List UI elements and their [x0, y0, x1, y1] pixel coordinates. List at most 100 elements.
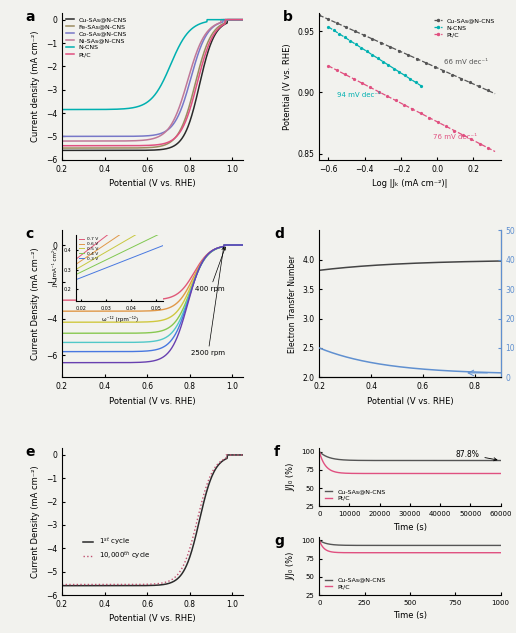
Cu-SAs@N-CNS — [492, 456, 498, 464]
Text: f: f — [274, 445, 280, 459]
Cu-SAs@N-CNS — [195, 86, 201, 94]
Pt/C — [474, 549, 480, 556]
10,000$^{th}$ cycle — [105, 580, 111, 588]
Pt/C — [141, 142, 147, 149]
Ni-SAs@N-CNS — [195, 44, 201, 51]
Line: Cu-SAs@N-CNS: Cu-SAs@N-CNS — [62, 20, 243, 151]
Cu-SAs@N-CNS — [337, 541, 343, 549]
Cu-SAs@N-CNS — [394, 542, 400, 549]
Y-axis label: Electron Transfer Number: Electron Transfer Number — [288, 255, 297, 353]
Cu-SAs@N-CNS — [224, 16, 231, 23]
N-CNS — [166, 65, 172, 73]
Y-axis label: Current Density (mA cm⁻²): Current Density (mA cm⁻²) — [31, 465, 40, 578]
Pt/C — [91, 142, 97, 149]
Co-SAs@N-CNS — [166, 125, 172, 133]
Cu-SAs@N-CNS — [105, 147, 111, 154]
Cu-SAs@N-CNS — [497, 542, 504, 549]
N-CNS — [91, 106, 97, 113]
Cu-SAs@N-CNS — [385, 542, 392, 549]
Pt/C — [195, 75, 201, 82]
Pt/C — [459, 470, 465, 477]
10,000$^{th}$ cycle — [59, 580, 65, 588]
X-axis label: Potential (V vs. RHE): Potential (V vs. RHE) — [366, 397, 453, 406]
Cu-SAs@N-CNS — [59, 147, 65, 154]
1$^{st}$ cycle — [91, 582, 97, 589]
Co-SAs@N-CNS — [180, 101, 186, 108]
Text: 87.8%: 87.8% — [456, 450, 497, 461]
Text: 76 mV dec⁻¹: 76 mV dec⁻¹ — [433, 134, 477, 140]
Cu-SAs@N-CNS — [141, 146, 147, 154]
10,000$^{th}$ cycle — [166, 577, 172, 585]
Text: e: e — [26, 445, 35, 459]
Co-SAs@N-CNS — [220, 16, 227, 23]
Line: N-CNS: N-CNS — [62, 20, 243, 110]
Line: Pt/C: Pt/C — [319, 541, 501, 553]
Line: Co-SAs@N-CNS: Co-SAs@N-CNS — [62, 20, 243, 136]
N-CNS — [195, 21, 201, 28]
Cu-SAs@N-CNS — [474, 542, 480, 549]
Ni-SAs@N-CNS — [59, 137, 65, 145]
Cu-SAs@N-CNS — [91, 147, 97, 154]
Text: b: b — [283, 9, 293, 23]
Cu-SAs@N-CNS — [459, 456, 465, 464]
10,000$^{th}$ cycle — [195, 511, 201, 519]
Cu-SAs@N-CNS — [166, 144, 172, 152]
Line: Pt/C: Pt/C — [319, 451, 501, 473]
10,000$^{th}$ cycle — [180, 563, 186, 570]
Line: 1$^{st}$ cycle: 1$^{st}$ cycle — [62, 455, 243, 586]
Ni-SAs@N-CNS — [240, 16, 246, 23]
Pt/C — [240, 16, 246, 23]
Pt/C — [348, 549, 354, 556]
Pt/C — [316, 448, 322, 455]
Pt/C — [337, 549, 343, 556]
Pt/C — [316, 537, 322, 544]
X-axis label: Potential (V vs. RHE): Potential (V vs. RHE) — [109, 397, 196, 406]
Fe-SAs@N-CNS — [195, 68, 201, 75]
Co-SAs@N-CNS — [141, 132, 147, 140]
Pt/C — [494, 549, 500, 556]
Ni-SAs@N-CNS — [218, 16, 224, 23]
N-CNS — [141, 101, 147, 108]
10,000$^{th}$ cycle — [91, 580, 97, 588]
1$^{st}$ cycle — [240, 451, 246, 459]
Pt/C — [166, 138, 172, 146]
Fe-SAs@N-CNS — [222, 16, 229, 23]
Cu-SAs@N-CNS — [326, 453, 332, 461]
Pt/C — [59, 142, 65, 149]
Y-axis label: Potential (V vs. RHE): Potential (V vs. RHE) — [283, 43, 292, 130]
Fe-SAs@N-CNS — [141, 144, 147, 151]
Text: 400 rpm: 400 rpm — [196, 247, 225, 292]
Pt/C — [492, 470, 498, 477]
Legend: 1$^{st}$ cycle, 10,000$^{th}$ cycle: 1$^{st}$ cycle, 10,000$^{th}$ cycle — [80, 532, 153, 564]
X-axis label: Potential (V vs. RHE): Potential (V vs. RHE) — [109, 179, 196, 188]
Cu-SAs@N-CNS — [492, 456, 498, 464]
Fe-SAs@N-CNS — [180, 121, 186, 128]
Ni-SAs@N-CNS — [141, 136, 147, 144]
Fe-SAs@N-CNS — [59, 144, 65, 152]
Y-axis label: J/J₀ (%): J/J₀ (%) — [286, 463, 295, 491]
Legend: Cu-SAs@N-CNS, Pt/C: Cu-SAs@N-CNS, Pt/C — [322, 575, 388, 592]
Fe-SAs@N-CNS — [105, 144, 111, 152]
Fe-SAs@N-CNS — [91, 144, 97, 152]
Line: Ni-SAs@N-CNS: Ni-SAs@N-CNS — [62, 20, 243, 141]
Cu-SAs@N-CNS — [405, 456, 411, 464]
1$^{st}$ cycle — [224, 451, 231, 459]
Y-axis label: J/J₀ (%): J/J₀ (%) — [286, 551, 295, 580]
Cu-SAs@N-CNS — [180, 133, 186, 141]
1$^{st}$ cycle — [195, 521, 201, 529]
Line: Cu-SAs@N-CNS: Cu-SAs@N-CNS — [319, 541, 501, 546]
Cu-SAs@N-CNS — [316, 448, 322, 455]
Line: Pt/C: Pt/C — [62, 20, 243, 146]
Pt/C — [405, 470, 411, 477]
Cu-SAs@N-CNS — [399, 456, 406, 464]
Text: 94 mV dec⁻¹: 94 mV dec⁻¹ — [337, 92, 381, 98]
Pt/C — [492, 470, 498, 477]
Y-axis label: Current Density (mA cm⁻²): Current Density (mA cm⁻²) — [31, 248, 40, 360]
Pt/C — [497, 470, 504, 477]
1$^{st}$ cycle — [105, 582, 111, 589]
Co-SAs@N-CNS — [59, 132, 65, 140]
1$^{st}$ cycle — [166, 580, 172, 587]
N-CNS — [204, 16, 210, 23]
Fe-SAs@N-CNS — [240, 16, 246, 23]
10,000$^{th}$ cycle — [223, 451, 229, 459]
